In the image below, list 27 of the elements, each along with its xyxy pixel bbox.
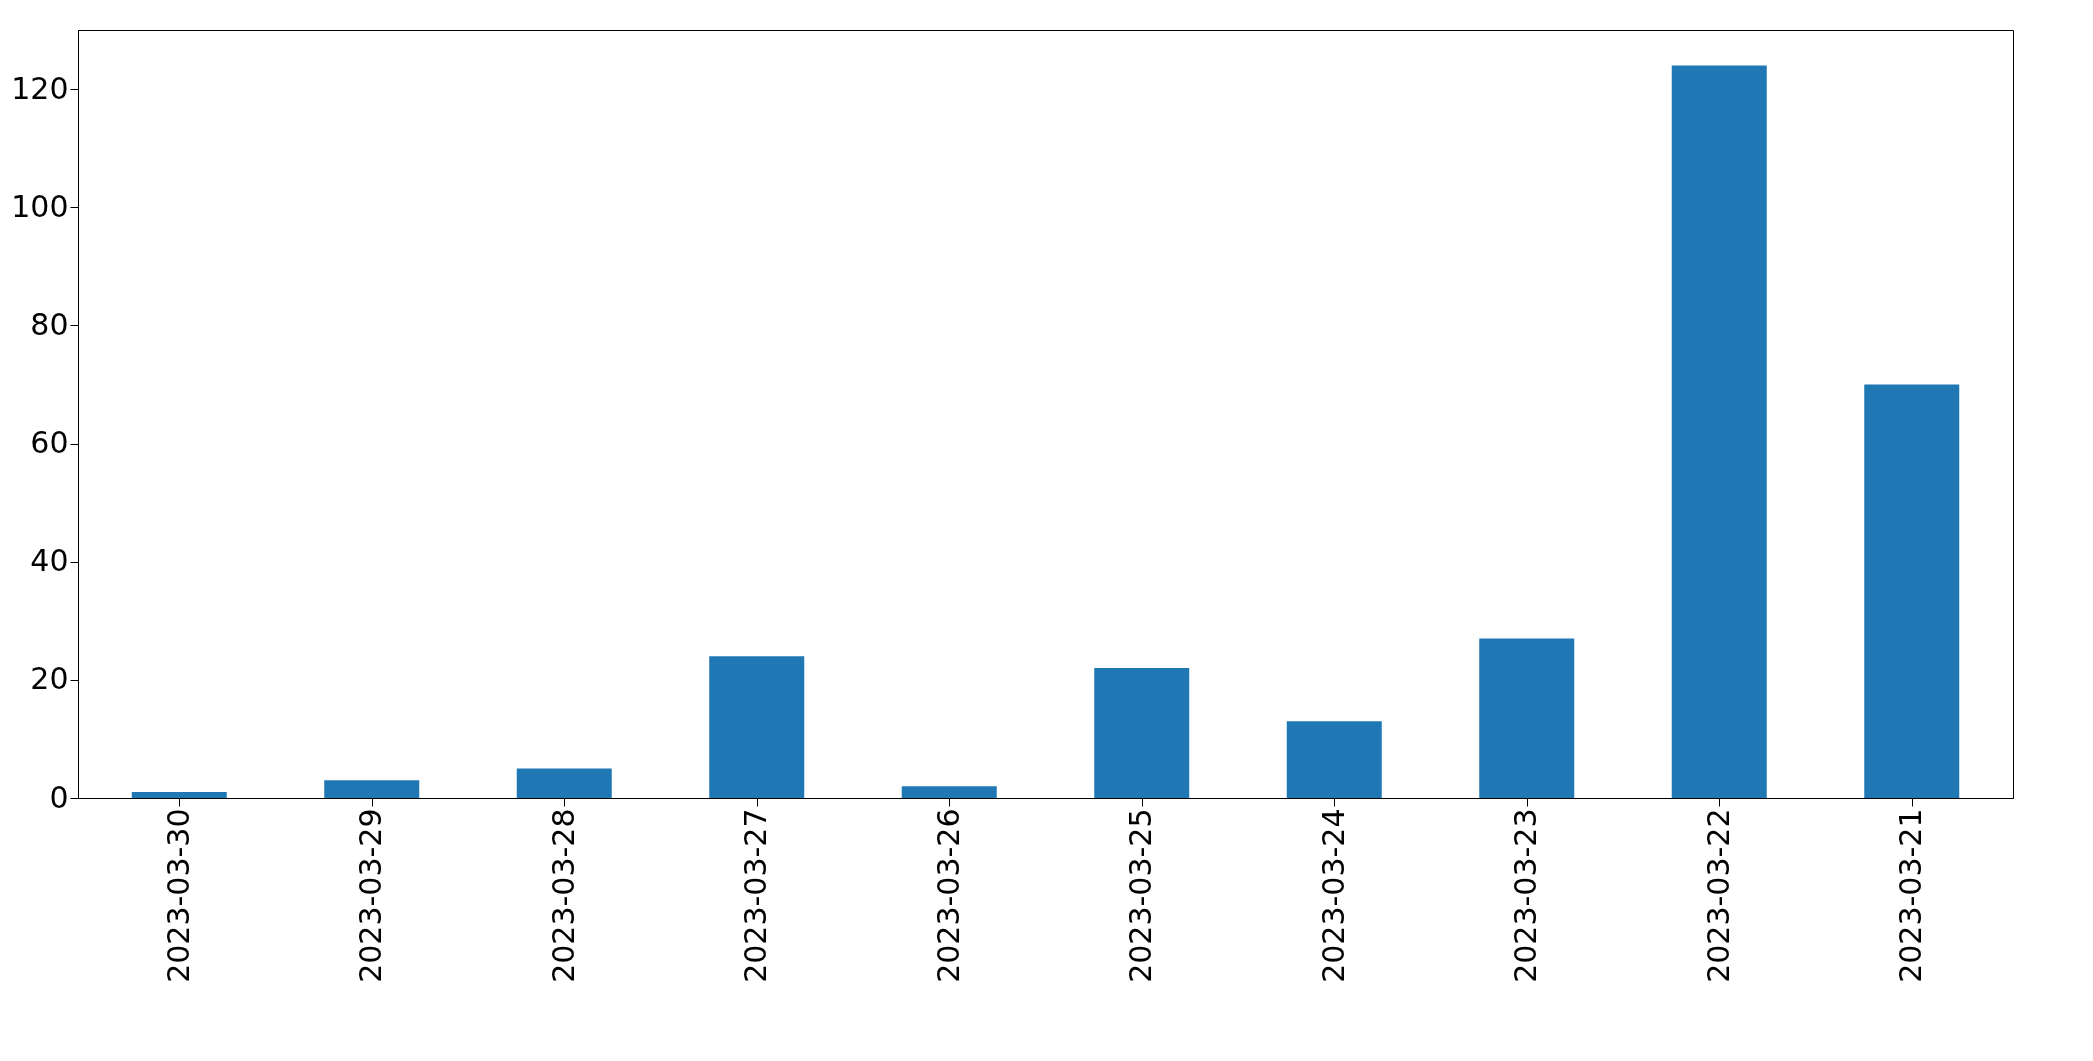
x-tick-label: 2023-03-30 xyxy=(160,808,196,983)
bar xyxy=(324,780,420,798)
bar xyxy=(516,768,612,798)
x-tick-label: 2023-03-27 xyxy=(738,808,774,983)
x-tick-label: 2023-03-21 xyxy=(1893,808,1929,983)
x-tick-label: 2023-03-29 xyxy=(353,808,389,983)
y-tick-label: 40 xyxy=(30,543,69,579)
y-tick-label: 100 xyxy=(11,188,69,224)
x-tick-label: 2023-03-24 xyxy=(1315,808,1351,983)
x-tick-label: 2023-03-25 xyxy=(1123,808,1159,983)
x-tick-label: 2023-03-26 xyxy=(930,808,966,983)
bar xyxy=(1864,384,1960,798)
bar xyxy=(131,792,227,798)
bar xyxy=(1479,638,1575,798)
y-tick-label: 60 xyxy=(30,425,69,461)
bar xyxy=(1671,65,1767,798)
bar xyxy=(709,656,805,798)
bar xyxy=(1286,721,1382,798)
bar xyxy=(901,786,997,798)
y-tick-label: 0 xyxy=(49,779,69,815)
x-tick-label: 2023-03-28 xyxy=(545,808,581,983)
y-tick-label: 20 xyxy=(30,661,69,697)
bar xyxy=(1094,668,1190,798)
y-tick-label: 120 xyxy=(11,70,69,106)
y-tick-label: 80 xyxy=(30,306,69,342)
x-tick-label: 2023-03-23 xyxy=(1508,808,1544,983)
x-tick-label: 2023-03-22 xyxy=(1700,808,1736,983)
